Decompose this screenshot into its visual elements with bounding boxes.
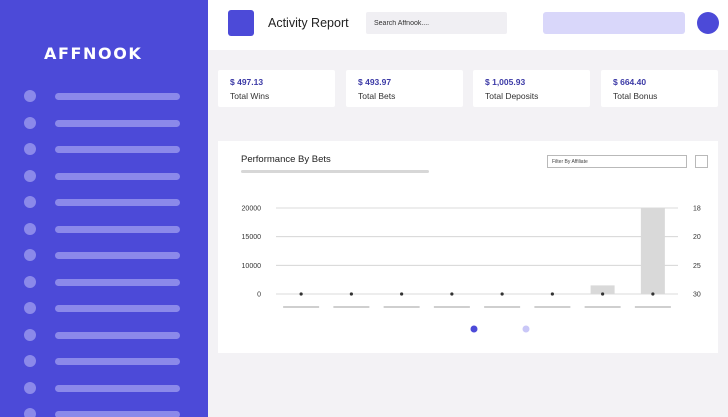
sidebar-item[interactable] [24, 249, 184, 261]
search-input[interactable] [366, 12, 507, 34]
chart-point [500, 292, 504, 296]
nav-dot-icon [24, 302, 36, 314]
affnook-logo[interactable]: AFFNOOK [44, 44, 143, 63]
chart-point [450, 292, 454, 296]
y-tick-label-left: 15000 [242, 234, 262, 241]
chart-point [550, 292, 554, 296]
nav-dot-icon [24, 90, 36, 102]
sidebar-item[interactable] [24, 381, 184, 394]
chart-bar [640, 208, 665, 294]
chart-point [299, 292, 303, 296]
header-action-pill[interactable] [543, 12, 685, 34]
stat-card-total-deposits[interactable]: $ 1,005.93 Total Deposits [473, 70, 590, 107]
x-axis-label-placeholder [283, 306, 320, 308]
stat-value: $ 493.97 [358, 77, 392, 87]
sidebar-item[interactable] [24, 143, 184, 155]
stat-value: $ 497.13 [230, 77, 264, 87]
nav-placeholder-bar [55, 411, 180, 417]
stat-label: Total Bonus [613, 91, 658, 101]
nav-placeholder-bar [55, 225, 180, 233]
nav-dot-icon [24, 222, 36, 235]
bets-chart: 20000 18 15000 20 10000 25 0 30 [242, 206, 701, 333]
legend-dot [470, 325, 478, 333]
sidebar-item[interactable] [24, 116, 184, 129]
y-tick-label-left: 10000 [242, 263, 262, 270]
nav-placeholder-bar [55, 199, 180, 206]
sidebar-item[interactable] [24, 408, 184, 417]
stat-card-total-wins[interactable]: $ 497.13 Total Wins [218, 70, 335, 107]
sidebar-item[interactable] [24, 355, 184, 367]
nav-dot-icon [24, 196, 36, 208]
nav-dot-icon [24, 355, 36, 367]
affiliate-filter-input[interactable] [547, 155, 687, 168]
x-axis-label-placeholder [534, 306, 571, 308]
stat-label: Total Wins [230, 91, 270, 101]
nav-placeholder-bar [55, 278, 180, 286]
nav-placeholder-bar [55, 331, 180, 339]
chart-point [651, 292, 655, 296]
stat-card-total-bets[interactable]: $ 493.97 Total Bets [346, 70, 463, 107]
page-title: Activity Report [268, 16, 349, 30]
nav-dot-icon [24, 408, 36, 417]
y-tick-label-left: 0 [257, 292, 261, 299]
y-tick-label-right: 18 [693, 206, 701, 213]
nav-placeholder-bar [55, 358, 180, 365]
y-tick-label-right: 25 [693, 263, 701, 270]
sidebar-item[interactable] [24, 90, 184, 102]
stat-label: Total Bets [358, 91, 396, 101]
sidebar-item[interactable] [24, 302, 184, 314]
title-underline [241, 170, 429, 173]
legend-dot [522, 325, 530, 333]
chart-point [400, 292, 404, 296]
y-tick-label-right: 20 [693, 234, 701, 241]
chart-bar [590, 285, 615, 294]
performance-chart-panel: Performance By Bets 20000181500020100002… [218, 141, 718, 353]
sidebar-item[interactable] [24, 196, 184, 208]
nav-placeholder-bar [55, 305, 180, 312]
nav-placeholder-bar [55, 384, 180, 392]
nav-placeholder-bar [55, 146, 180, 153]
nav-dot-icon [24, 143, 36, 155]
filter-toggle-box[interactable] [695, 155, 708, 168]
nav-dot-icon [24, 381, 36, 394]
sidebar-item[interactable] [24, 275, 184, 288]
nav-placeholder-bar [55, 93, 180, 100]
x-axis-label-placeholder [333, 306, 370, 308]
x-axis-label-placeholder [634, 306, 671, 308]
x-axis-label-placeholder [383, 306, 420, 308]
sidebar-item[interactable] [24, 328, 184, 341]
sidebar-item[interactable] [24, 169, 184, 182]
nav-placeholder-bar [55, 119, 180, 127]
nav-dot-icon [24, 249, 36, 261]
nav-placeholder-bar [55, 172, 180, 180]
nav-dot-icon [24, 328, 36, 341]
nav-placeholder-bar [55, 252, 180, 259]
x-axis-label-placeholder [584, 306, 621, 308]
avatar[interactable] [697, 12, 719, 34]
nav-dot-icon [24, 116, 36, 129]
stat-label: Total Deposits [485, 91, 539, 101]
y-tick-label-right: 30 [693, 292, 701, 299]
chart-point [601, 292, 605, 296]
nav-dot-icon [24, 275, 36, 288]
stat-card-total-bonus[interactable]: $ 664.40 Total Bonus [601, 70, 718, 107]
sidebar-item[interactable] [24, 222, 184, 235]
nav-dot-icon [24, 169, 36, 182]
app-icon[interactable] [228, 10, 254, 36]
stat-value: $ 1,005.93 [485, 77, 526, 87]
stat-value: $ 664.40 [613, 77, 647, 87]
sidebar: AFFNOOK [0, 0, 208, 417]
x-axis-label-placeholder [433, 306, 470, 308]
chart-title: Performance By Bets [241, 154, 331, 165]
chart-point [349, 292, 353, 296]
x-axis-label-placeholder [484, 306, 521, 308]
top-header: Activity Report [208, 0, 728, 50]
y-tick-label-left: 20000 [242, 206, 262, 213]
